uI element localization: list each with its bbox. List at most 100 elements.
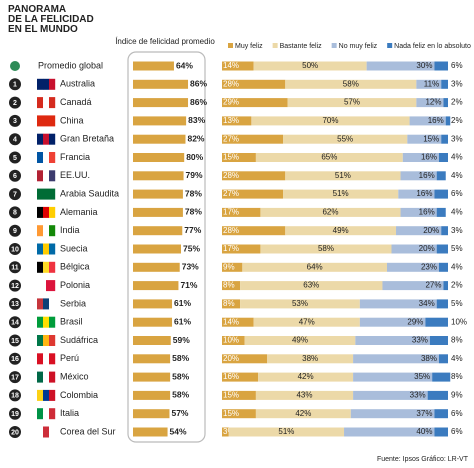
segment-label: 49% <box>333 226 349 235</box>
rank-badge <box>9 133 21 146</box>
segment-label: 53% <box>292 299 308 308</box>
segment <box>260 244 392 254</box>
title-line: PANORAMA <box>8 4 66 15</box>
segment-label: 50% <box>302 61 318 70</box>
rank-badge <box>9 426 21 438</box>
segment-label: 23% <box>421 262 437 271</box>
rank: 11 <box>11 265 19 272</box>
country: Alemania <box>60 207 98 217</box>
country: Perú <box>60 353 79 363</box>
segment-label: 14% <box>223 317 239 326</box>
segment <box>443 281 448 291</box>
segment-label: 3% <box>451 79 463 88</box>
rank-badge <box>9 352 21 365</box>
legend-label: Nada feliz en lo absoluto <box>394 43 471 50</box>
segment-label: 29% <box>223 98 239 107</box>
index-label: 61% <box>174 298 191 308</box>
rank: 18 <box>11 393 19 400</box>
country: India <box>60 225 80 235</box>
segment <box>434 409 448 419</box>
segment <box>441 226 448 236</box>
segment-label: 28% <box>223 226 239 235</box>
segment <box>350 409 435 419</box>
segment <box>402 153 439 162</box>
segment <box>382 281 444 291</box>
segment <box>400 171 437 181</box>
segment-label: 4% <box>451 354 463 363</box>
rank-badge <box>9 261 21 274</box>
title-line: EN EL MUNDO <box>8 24 78 35</box>
segment-label: 8% <box>451 336 463 345</box>
legend-swatch <box>228 43 233 48</box>
segment <box>240 281 383 291</box>
index-bar <box>133 207 183 217</box>
segment <box>255 390 354 400</box>
flag <box>43 408 50 420</box>
index-label: 59% <box>173 335 190 345</box>
rank: 12 <box>11 283 19 290</box>
flag <box>37 353 44 365</box>
segment <box>359 317 426 327</box>
flag <box>37 78 44 90</box>
rank-badge <box>9 151 21 164</box>
segment-label: 49% <box>292 336 308 345</box>
index-bar <box>133 244 181 254</box>
index-bar <box>133 134 186 144</box>
segment <box>240 299 360 309</box>
flag <box>49 206 56 218</box>
segment-label: 5% <box>451 244 463 253</box>
rank: 4 <box>13 137 17 144</box>
rank: 17 <box>11 374 19 381</box>
legend-label: Muy feliz <box>235 43 263 50</box>
segment <box>222 226 286 236</box>
country: China <box>60 115 84 125</box>
index-label: 58% <box>172 353 189 363</box>
segment <box>222 98 288 108</box>
segment-label: 17% <box>223 244 239 253</box>
flag <box>43 298 50 310</box>
segment <box>353 372 433 382</box>
segment <box>222 116 252 126</box>
country: Corea del Sur <box>60 426 116 436</box>
segment <box>445 116 451 126</box>
segment <box>258 372 354 382</box>
segment-label: 29% <box>407 317 423 326</box>
segment-label: 30% <box>416 61 432 70</box>
flag <box>43 97 50 109</box>
segment-label: 35% <box>414 372 430 381</box>
index-bar <box>133 98 189 108</box>
segment <box>436 299 448 309</box>
segment <box>425 317 448 327</box>
segment-label: 64% <box>307 262 323 271</box>
index-bar <box>133 189 183 199</box>
segment <box>253 61 367 71</box>
segment-label: 27% <box>425 281 441 290</box>
index-label: 77% <box>184 225 201 235</box>
index-label: 57% <box>171 408 188 418</box>
index-bar <box>133 153 185 162</box>
country: Serbia <box>60 298 86 308</box>
segment-label: 4% <box>451 153 463 162</box>
segment <box>416 98 444 108</box>
flag <box>43 353 50 365</box>
segment-label: 65% <box>321 153 337 162</box>
rank-badge <box>9 224 21 237</box>
index-header: Índice de felicidad promedio <box>115 37 215 46</box>
rank-badge <box>9 279 21 292</box>
segment-label: 6% <box>451 61 463 70</box>
rank-badge <box>9 96 21 109</box>
segment <box>222 171 286 181</box>
segment-label: 4% <box>451 208 463 217</box>
flag <box>49 133 56 145</box>
segment-label: 6% <box>451 409 463 418</box>
segment-label: 28% <box>223 79 239 88</box>
country: Polonia <box>60 280 90 290</box>
rank: 9 <box>13 228 17 235</box>
segment-label: 6% <box>451 189 463 198</box>
segment <box>366 61 435 71</box>
country: Francia <box>60 152 90 162</box>
flag <box>46 280 56 292</box>
flag <box>37 316 44 328</box>
segment-label: 11% <box>424 79 439 88</box>
segment <box>407 134 442 144</box>
